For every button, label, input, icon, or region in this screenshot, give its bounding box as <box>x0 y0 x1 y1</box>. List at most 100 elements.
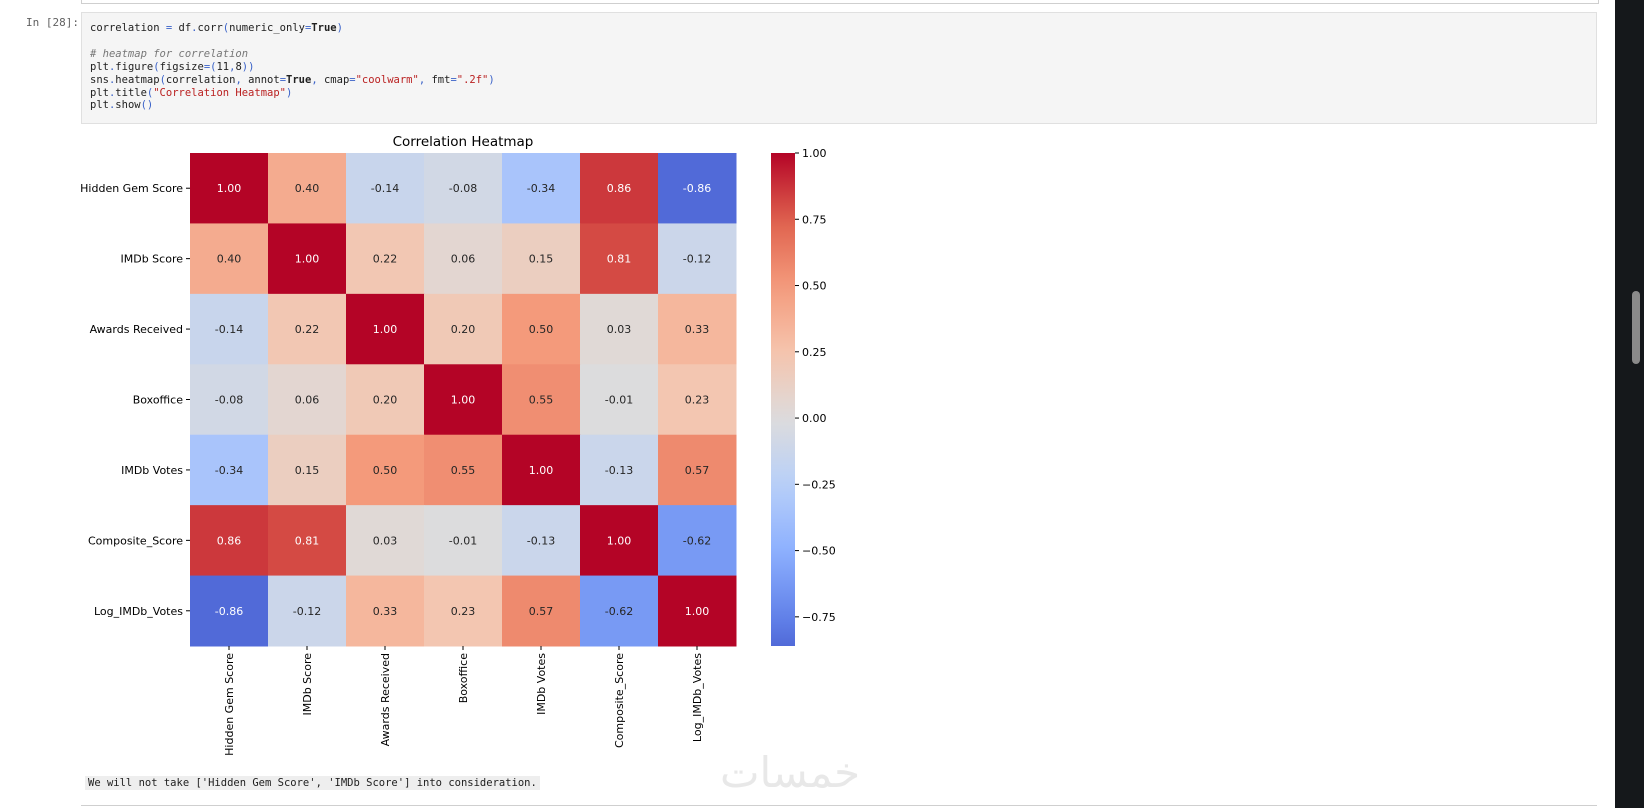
cell-annotation: 0.22 <box>295 323 320 336</box>
cell-annotation: 0.81 <box>295 534 320 547</box>
cell-annotation: 0.57 <box>685 464 710 477</box>
cell-annotation: 1.00 <box>217 182 242 195</box>
heatmap-cell <box>346 434 425 506</box>
cell-annotation: 0.40 <box>295 182 320 195</box>
heatmap-cell <box>268 364 347 436</box>
cell-annotation: 0.86 <box>607 182 632 195</box>
cell-annotation: 0.55 <box>529 394 554 407</box>
heatmap-cell <box>190 293 269 365</box>
cell-annotation: -0.86 <box>683 182 711 195</box>
heatmap-cell <box>268 505 347 577</box>
heatmap-cell <box>658 223 737 295</box>
colorbar-tick-label: −0.25 <box>802 478 836 491</box>
heatmap-cell <box>424 153 503 224</box>
heatmap-cell <box>190 575 269 647</box>
heatmap-cell <box>658 575 737 647</box>
heatmap-cell <box>502 153 581 224</box>
cell-annotation: 0.50 <box>529 323 554 336</box>
x-tick-label: IMDb Score <box>301 653 314 716</box>
heatmap-cell <box>346 505 425 577</box>
cell-border <box>81 805 1597 806</box>
cell-annotation: -0.14 <box>371 182 399 195</box>
cell-annotation: -0.12 <box>293 605 321 618</box>
cell-prompt: In [28]: <box>26 16 79 29</box>
cell-annotation: 0.40 <box>217 253 242 266</box>
heatmap-cell <box>580 434 659 506</box>
x-tick-label: Hidden Gem Score <box>223 653 236 756</box>
cell-annotation: 1.00 <box>529 464 554 477</box>
heatmap-cell <box>424 434 503 506</box>
code-line: plt.show() <box>90 99 154 112</box>
heatmap-cell <box>190 223 269 295</box>
cell-annotation: 0.20 <box>451 323 476 336</box>
y-tick-label: Composite_Score <box>88 534 183 547</box>
heatmap-cell <box>658 153 737 224</box>
heatmap-cell <box>502 364 581 436</box>
cell-annotation: -0.08 <box>449 182 477 195</box>
cell-annotation: -0.08 <box>215 394 243 407</box>
code-cell[interactable]: correlation = df.corr(numeric_only=True)… <box>81 12 1597 124</box>
code-line: plt.title("Correlation Heatmap") <box>90 86 293 99</box>
colorbar-tick-label: 1.00 <box>802 147 827 160</box>
cell-annotation: -0.14 <box>215 323 243 336</box>
heatmap-cell <box>580 153 659 224</box>
heatmap-cell <box>502 293 581 365</box>
heatmap-cell <box>346 293 425 365</box>
heatmap-cell <box>424 575 503 647</box>
heatmap-cell <box>502 575 581 647</box>
colorbar-tick-label: 0.00 <box>802 412 827 425</box>
heatmap-cell <box>658 434 737 506</box>
cell-annotation: -0.34 <box>527 182 555 195</box>
cell-annotation: 0.33 <box>373 605 398 618</box>
heatmap-cell <box>268 293 347 365</box>
heatmap-cell <box>502 505 581 577</box>
heatmap-cell <box>346 223 425 295</box>
colorbar-tick-label: −0.50 <box>802 545 836 558</box>
chart-title: Correlation Heatmap <box>393 134 534 150</box>
cell-annotation: 0.15 <box>295 464 320 477</box>
heatmap-cell <box>580 223 659 295</box>
cell-annotation: 0.20 <box>373 394 398 407</box>
cell-annotation: 1.00 <box>607 534 632 547</box>
cell-annotation: -0.34 <box>215 464 243 477</box>
cell-annotation: 0.06 <box>295 394 320 407</box>
heatmap-cell <box>268 223 347 295</box>
heatmap-cell <box>190 434 269 506</box>
heatmap-cell <box>424 364 503 436</box>
cell-annotation: 0.55 <box>451 464 476 477</box>
x-tick-label: Awards Received <box>379 653 392 746</box>
heatmap-cell <box>346 364 425 436</box>
code-line: correlation = df.corr(numeric_only=True) <box>90 22 343 34</box>
colorbar-tick-label: 0.50 <box>802 280 827 293</box>
heatmap-cell <box>658 364 737 436</box>
cell-annotation: 0.57 <box>529 605 554 618</box>
x-tick-label: Composite_Score <box>613 653 626 748</box>
scrollbar-thumb[interactable] <box>1632 291 1640 364</box>
heatmap-cell <box>190 505 269 577</box>
cell-annotation: 0.03 <box>373 534 398 547</box>
heatmap-cell <box>502 223 581 295</box>
y-tick-label: Hidden Gem Score <box>80 182 183 195</box>
cell-annotation: 0.23 <box>451 605 476 618</box>
x-tick-label: Boxoffice <box>457 653 470 704</box>
heatmap-cell <box>502 434 581 506</box>
heatmap-cell <box>268 575 347 647</box>
x-tick-label: IMDb Votes <box>535 653 548 715</box>
cell-annotation: 0.50 <box>373 464 398 477</box>
cell-annotation: 1.00 <box>451 394 476 407</box>
heatmap-cell <box>580 293 659 365</box>
heatmap-cell <box>346 575 425 647</box>
scrollbar-track[interactable] <box>1615 0 1644 808</box>
cell-annotation: -0.86 <box>215 605 243 618</box>
cell-annotation: 0.33 <box>685 323 710 336</box>
code-line: plt.figure(figsize=(11,8)) <box>90 60 255 73</box>
heatmap-cell <box>190 153 269 224</box>
code-line: sns.heatmap(correlation, annot=True, cma… <box>90 73 495 86</box>
cell-annotation: 1.00 <box>295 253 320 266</box>
cell-annotation: 0.22 <box>373 253 398 266</box>
cell-annotation: 0.06 <box>451 253 476 266</box>
heatmap-cell <box>268 434 347 506</box>
cell-annotation: -0.01 <box>605 394 633 407</box>
heatmap-cell <box>346 153 425 224</box>
y-tick-label: Boxoffice <box>133 394 184 407</box>
